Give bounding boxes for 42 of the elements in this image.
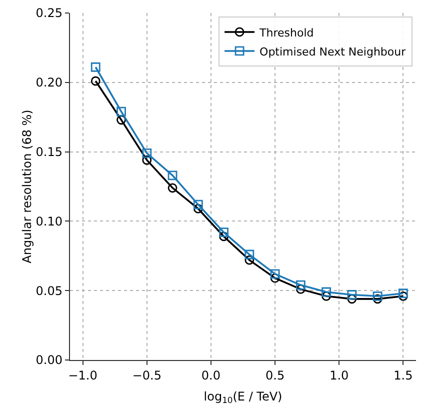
point: [219, 228, 228, 237]
point: [168, 170, 178, 180]
point: [270, 273, 280, 283]
point: [372, 291, 382, 301]
y-tick-label: 0.10: [36, 214, 62, 228]
x-tick-label: 1.0: [330, 368, 349, 382]
y-tick-label: 0.15: [36, 145, 62, 159]
point: [168, 183, 178, 193]
point: [347, 294, 357, 304]
point: [398, 291, 408, 301]
point: [322, 291, 331, 301]
x-axis-title: log$_{10}$(E / TeV): [204, 389, 282, 405]
point: [372, 294, 382, 304]
point: [193, 200, 203, 210]
y-tick-label: 0.20: [36, 76, 62, 90]
y-tick-label: 0.05: [36, 284, 62, 298]
point: [270, 269, 280, 279]
point: [116, 106, 126, 116]
y-tick-label: 0.25: [36, 6, 62, 20]
x-tick-label: −1.0: [68, 368, 98, 382]
x-tick-label: −0.5: [132, 368, 162, 382]
point: [244, 255, 254, 265]
point: [322, 287, 331, 297]
point: [398, 288, 408, 298]
point: [193, 204, 203, 214]
point: [90, 62, 100, 72]
point: [116, 115, 126, 125]
point: [219, 232, 228, 242]
point: [90, 76, 100, 86]
x-tick-label: 0.5: [265, 368, 285, 382]
point: [347, 290, 357, 300]
x-tick-label: 0.0: [201, 368, 221, 382]
legend-label: Threshold: [258, 26, 314, 40]
point: [142, 148, 152, 158]
y-tick-label: 0.00: [36, 353, 62, 368]
point: [296, 284, 306, 294]
point: [244, 250, 254, 260]
point: [142, 155, 152, 165]
point: [296, 280, 306, 290]
y-axis-title: Angular resolution (68 %): [20, 110, 34, 264]
legend-label: Optimised Next Neighbour: [260, 45, 406, 58]
x-tick-label: 1.5: [394, 368, 413, 382]
